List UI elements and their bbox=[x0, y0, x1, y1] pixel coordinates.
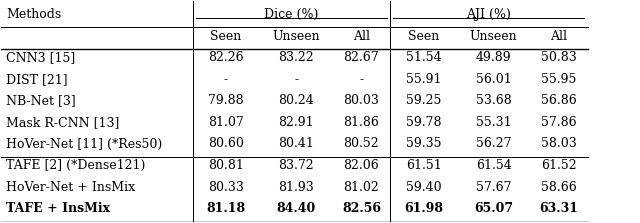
Text: 59.78: 59.78 bbox=[406, 116, 442, 129]
Text: -: - bbox=[294, 73, 298, 86]
Text: 80.41: 80.41 bbox=[278, 138, 314, 151]
Text: 65.07: 65.07 bbox=[474, 202, 513, 215]
Text: All: All bbox=[550, 30, 568, 43]
Text: 82.06: 82.06 bbox=[344, 159, 380, 172]
Text: 53.68: 53.68 bbox=[476, 94, 511, 107]
Text: 59.40: 59.40 bbox=[406, 181, 442, 194]
Text: 81.93: 81.93 bbox=[278, 181, 314, 194]
Text: 80.81: 80.81 bbox=[208, 159, 244, 172]
Text: 79.88: 79.88 bbox=[208, 94, 244, 107]
Text: 81.07: 81.07 bbox=[208, 116, 244, 129]
Text: TAFE + InsMix: TAFE + InsMix bbox=[6, 202, 111, 215]
Text: 49.89: 49.89 bbox=[476, 51, 511, 64]
Text: TAFE [2] (*Dense121): TAFE [2] (*Dense121) bbox=[6, 159, 146, 172]
Text: 82.67: 82.67 bbox=[344, 51, 380, 64]
Text: Seen: Seen bbox=[408, 30, 439, 43]
Text: 80.24: 80.24 bbox=[278, 94, 314, 107]
Text: 63.31: 63.31 bbox=[540, 202, 579, 215]
Text: 58.03: 58.03 bbox=[541, 138, 577, 151]
Text: 55.31: 55.31 bbox=[476, 116, 511, 129]
Text: 61.98: 61.98 bbox=[404, 202, 443, 215]
Text: HoVer-Net [11] (*Res50): HoVer-Net [11] (*Res50) bbox=[6, 138, 163, 151]
Text: 81.18: 81.18 bbox=[207, 202, 246, 215]
Text: 83.72: 83.72 bbox=[278, 159, 314, 172]
Text: Unseen: Unseen bbox=[272, 30, 320, 43]
Text: 55.95: 55.95 bbox=[541, 73, 577, 86]
Text: -: - bbox=[359, 73, 364, 86]
Text: 58.66: 58.66 bbox=[541, 181, 577, 194]
Text: 80.60: 80.60 bbox=[208, 138, 244, 151]
Text: 51.54: 51.54 bbox=[406, 51, 442, 64]
Text: 61.54: 61.54 bbox=[476, 159, 511, 172]
Text: 59.35: 59.35 bbox=[406, 138, 442, 151]
Text: 57.67: 57.67 bbox=[476, 181, 511, 194]
Text: 82.56: 82.56 bbox=[342, 202, 381, 215]
Text: 56.27: 56.27 bbox=[476, 138, 511, 151]
Text: 59.25: 59.25 bbox=[406, 94, 441, 107]
Text: 50.83: 50.83 bbox=[541, 51, 577, 64]
Text: 61.52: 61.52 bbox=[541, 159, 577, 172]
Text: 80.33: 80.33 bbox=[208, 181, 244, 194]
Text: AJI (%): AJI (%) bbox=[467, 8, 511, 21]
Text: HoVer-Net + InsMix: HoVer-Net + InsMix bbox=[6, 181, 136, 194]
Text: 83.22: 83.22 bbox=[278, 51, 314, 64]
Text: Dice (%): Dice (%) bbox=[264, 8, 319, 21]
Text: 57.86: 57.86 bbox=[541, 116, 577, 129]
Text: Seen: Seen bbox=[211, 30, 242, 43]
Text: 56.86: 56.86 bbox=[541, 94, 577, 107]
Text: -: - bbox=[224, 73, 228, 86]
Text: All: All bbox=[353, 30, 370, 43]
Text: 82.91: 82.91 bbox=[278, 116, 314, 129]
Text: 84.40: 84.40 bbox=[276, 202, 316, 215]
Text: 80.03: 80.03 bbox=[344, 94, 380, 107]
Text: Methods: Methods bbox=[6, 8, 61, 21]
Text: Mask R-CNN [13]: Mask R-CNN [13] bbox=[6, 116, 120, 129]
Text: 82.26: 82.26 bbox=[208, 51, 244, 64]
Text: NB-Net [3]: NB-Net [3] bbox=[6, 94, 76, 107]
Text: 56.01: 56.01 bbox=[476, 73, 511, 86]
Text: Unseen: Unseen bbox=[470, 30, 518, 43]
Text: 61.51: 61.51 bbox=[406, 159, 442, 172]
Text: 81.02: 81.02 bbox=[344, 181, 380, 194]
Text: 55.91: 55.91 bbox=[406, 73, 442, 86]
Text: CNN3 [15]: CNN3 [15] bbox=[6, 51, 76, 64]
Text: 81.86: 81.86 bbox=[344, 116, 380, 129]
Text: 80.52: 80.52 bbox=[344, 138, 380, 151]
Text: DIST [21]: DIST [21] bbox=[6, 73, 68, 86]
